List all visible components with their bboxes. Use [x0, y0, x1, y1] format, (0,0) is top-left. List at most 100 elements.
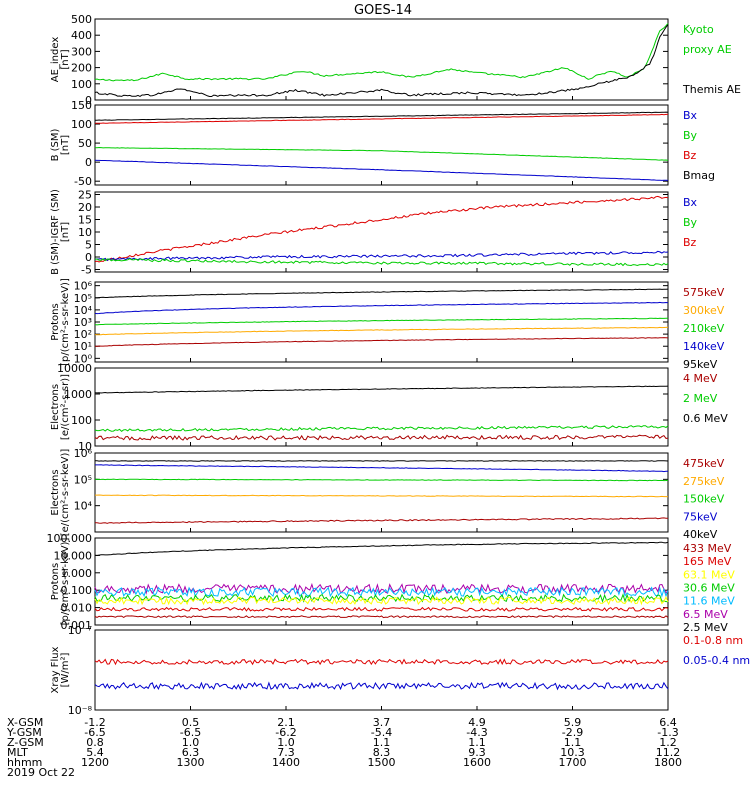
series-line-95kev [95, 289, 668, 298]
legend-entry: 40keV [683, 528, 718, 541]
legend-entry: 0.1-0.8 nm [683, 634, 743, 647]
y-axis-label: [p/(cm²-s-sr-keV)] [60, 538, 71, 626]
y-tick-label: 10000 [57, 362, 92, 375]
series-line-kyoto-proxy-ae [95, 23, 668, 81]
series-line-0-05-0-4-nm [95, 683, 668, 689]
series-line-140kev [95, 302, 668, 313]
x-tick-label: 1300 [177, 756, 205, 769]
legend-entry: 433 MeV [683, 542, 732, 555]
legend-entry: 2.5 MeV [683, 621, 728, 634]
series-line-bz [95, 196, 668, 262]
y-axis-label: [nT] [60, 49, 71, 69]
y-tick-label: 200 [71, 62, 92, 75]
panel-frame [95, 105, 668, 185]
series-line-275kev [95, 495, 668, 497]
legend-entry: By [683, 216, 698, 229]
legend-entry: 95keV [683, 358, 718, 371]
series-line-30-6-mev [95, 595, 668, 602]
panel-frame [95, 282, 668, 362]
series-line-themis-ae [95, 25, 668, 97]
y-tick-label: 300 [71, 45, 92, 58]
y-tick-label: 25 [78, 189, 92, 202]
legend-entry: 0.6 MeV [683, 412, 728, 425]
panel-protons_lo: 0.0010.0100.1001.00010.000100.000Protons… [47, 532, 736, 634]
legend-entry: Bz [683, 236, 697, 249]
series-line-475kev [95, 518, 668, 523]
series-line-433-mev [95, 616, 668, 618]
y-tick-label: 10⁻⁷ [68, 624, 92, 637]
y-tick-label: 15 [78, 214, 92, 227]
y-axis-label: [nT] [60, 135, 71, 155]
legend-entry: 30.6 MeV [683, 582, 735, 595]
series-line-bx [95, 160, 668, 180]
panel-frame [95, 368, 668, 446]
y-tick-label: 100 [71, 78, 92, 91]
y-tick-label: 10⁴ [74, 304, 93, 317]
plot-title: GOES-14 [354, 3, 412, 18]
legend-entry: 6.5 MeV [683, 608, 728, 621]
y-tick-label: 10² [74, 328, 92, 341]
series-line-575kev [95, 338, 668, 347]
legend-entry: 165 MeV [683, 555, 732, 568]
y-tick-label: 10¹ [74, 340, 92, 353]
y-tick-label: 10⁵ [74, 292, 92, 305]
y-tick-label: 50 [78, 137, 92, 150]
series-line-40kev [95, 461, 668, 462]
y-tick-label: 500 [71, 13, 92, 26]
y-tick-label: 20 [78, 201, 92, 214]
date-label: 2019 Oct 22 [7, 766, 75, 779]
legend-entry: 475keV [683, 457, 725, 470]
legend-entry: 275keV [683, 475, 725, 488]
y-axis-label: [W/m²] [60, 652, 71, 687]
series-line-by [95, 259, 668, 266]
series-line-300kev [95, 327, 668, 335]
x-tick-label: 1500 [368, 756, 396, 769]
legend-entry: 300keV [683, 304, 725, 317]
series-line-0-6-mev [95, 386, 668, 393]
y-tick-label: 100 [71, 118, 92, 131]
x-tick-label: 1600 [463, 756, 491, 769]
x-tick-label: 1800 [654, 756, 682, 769]
legend-entry: 210keV [683, 322, 725, 335]
y-tick-label: 10⁶ [74, 447, 93, 460]
y-tick-label: 150 [71, 99, 92, 112]
legend-entry: 11.6 MeV [683, 595, 735, 608]
y-tick-label: 100 [71, 414, 92, 427]
y-tick-label: 10⁵ [74, 473, 92, 486]
y-tick-label: -50 [74, 175, 92, 188]
legend-entry: Themis AE [682, 83, 741, 96]
y-tick-label: 0 [85, 156, 92, 169]
legend-entry: By [683, 129, 698, 142]
series-line-bx [95, 251, 668, 260]
y-tick-label: 0 [85, 251, 92, 264]
legend-entry: 150keV [683, 493, 725, 506]
panel-protons_hi: 10⁰10¹10²10³10⁴10⁵10⁶Protons[p/(cm²-s-sr… [50, 278, 725, 371]
legend-entry: Bx [683, 109, 698, 122]
legend-entry: proxy AE [683, 43, 732, 56]
legend-entry: 2 MeV [683, 392, 718, 405]
y-tick-label: 10⁶ [74, 280, 93, 293]
series-line-63-1-mev [95, 597, 668, 604]
x-tick-label: 1400 [272, 756, 300, 769]
series-line-2-5-mev [95, 542, 668, 555]
panel-frame [95, 453, 668, 532]
series-line-by [95, 148, 668, 161]
series-line-210kev [95, 318, 668, 325]
legend-entry: 75keV [683, 510, 718, 523]
panel-electrons_lo: 10⁴10⁵10⁶Electrons[e/(cm²-s-sr-keV)]475k… [50, 447, 725, 541]
y-tick-label: 10³ [74, 316, 92, 329]
x-tick-label: 1200 [81, 756, 109, 769]
y-axis-label: [e/(cm²-s-sr)] [60, 374, 71, 440]
y-tick-label: 10⁴ [74, 500, 93, 513]
legend-entry: Bx [683, 196, 698, 209]
y-tick-label: 10 [78, 226, 92, 239]
